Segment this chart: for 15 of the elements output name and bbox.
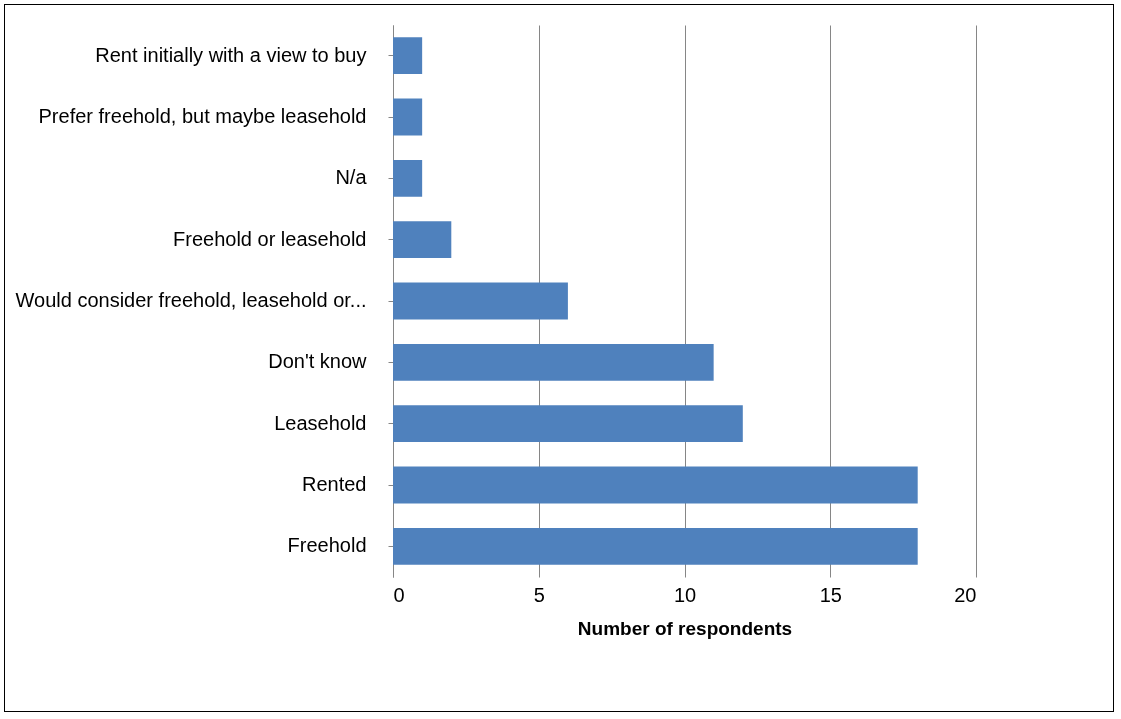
x-tick-label: 20	[954, 583, 977, 606]
x-axis-title: Number of respondents	[577, 617, 793, 639]
y-tick-label: Rent initially with a view to buy	[95, 43, 367, 66]
y-tick-label: Prefer freehold, but maybe leasehold	[38, 105, 367, 127]
x-tick-label: 0	[393, 583, 405, 606]
y-tick-label: Don't know	[268, 350, 368, 373]
y-tick-label: Rented	[302, 473, 367, 495]
y-tick-label: Leasehold	[274, 411, 367, 434]
y-tick-label: Freehold or leasehold	[173, 227, 367, 250]
y-tick-label: Would consider freehold, leasehold or...	[15, 289, 367, 311]
y-tick-label: Freehold	[287, 534, 367, 557]
x-tick-label: 15	[819, 583, 842, 606]
x-tick-label: 5	[533, 583, 545, 606]
y-tick-label: N/a	[335, 166, 368, 189]
x-tick-label: 10	[673, 583, 697, 606]
